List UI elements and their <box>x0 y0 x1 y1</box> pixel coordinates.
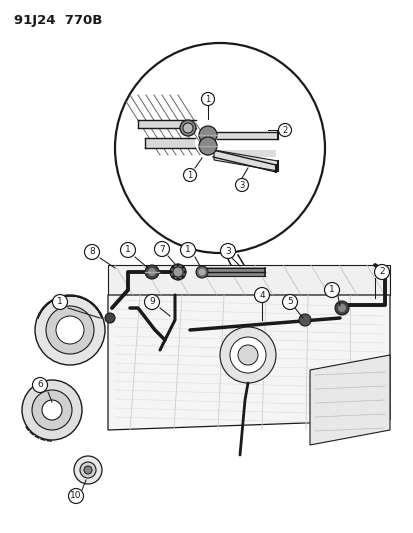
Circle shape <box>237 345 257 365</box>
Circle shape <box>201 93 214 106</box>
Text: 1: 1 <box>328 286 334 295</box>
Polygon shape <box>214 150 277 171</box>
Circle shape <box>35 295 105 365</box>
Circle shape <box>154 241 169 256</box>
Circle shape <box>181 265 184 269</box>
Circle shape <box>176 278 179 280</box>
Text: 3: 3 <box>225 246 230 255</box>
Circle shape <box>374 264 389 279</box>
Text: 1: 1 <box>125 246 131 254</box>
Circle shape <box>298 314 310 326</box>
Bar <box>145 138 195 148</box>
Circle shape <box>84 466 92 474</box>
Circle shape <box>254 287 269 303</box>
Bar <box>138 120 195 128</box>
Circle shape <box>115 43 324 253</box>
Polygon shape <box>108 265 389 295</box>
Circle shape <box>183 123 192 133</box>
Circle shape <box>183 271 186 273</box>
Circle shape <box>169 271 172 273</box>
Circle shape <box>220 244 235 259</box>
Text: 1: 1 <box>185 246 190 254</box>
Circle shape <box>52 295 67 310</box>
Circle shape <box>278 124 291 136</box>
Circle shape <box>145 265 159 279</box>
Circle shape <box>42 400 62 420</box>
Circle shape <box>198 269 205 276</box>
Text: 3: 3 <box>239 181 244 190</box>
Polygon shape <box>108 295 389 430</box>
Circle shape <box>80 462 96 478</box>
Text: 5: 5 <box>287 297 292 306</box>
Circle shape <box>337 304 345 312</box>
Circle shape <box>32 390 72 430</box>
Circle shape <box>181 276 184 278</box>
Circle shape <box>334 301 348 315</box>
Circle shape <box>180 243 195 257</box>
Circle shape <box>56 316 84 344</box>
Circle shape <box>230 337 266 373</box>
Text: 2: 2 <box>282 125 287 134</box>
Circle shape <box>170 264 185 280</box>
Circle shape <box>171 265 174 269</box>
Text: 8: 8 <box>89 247 95 256</box>
Circle shape <box>195 266 207 278</box>
Text: 6: 6 <box>37 381 43 390</box>
Circle shape <box>84 245 99 260</box>
Circle shape <box>199 137 216 155</box>
Bar <box>216 132 277 139</box>
Text: 91J24  770B: 91J24 770B <box>14 14 102 27</box>
Circle shape <box>173 267 183 277</box>
Text: 7: 7 <box>159 245 164 254</box>
Circle shape <box>120 243 135 257</box>
Circle shape <box>144 295 159 310</box>
Circle shape <box>74 456 102 484</box>
Circle shape <box>176 263 179 266</box>
Text: 1: 1 <box>57 297 63 306</box>
Text: 1: 1 <box>187 171 192 180</box>
Bar <box>212 150 275 157</box>
Circle shape <box>324 282 339 297</box>
Circle shape <box>171 276 174 278</box>
Circle shape <box>22 380 82 440</box>
Circle shape <box>219 327 275 383</box>
Circle shape <box>180 120 195 136</box>
Circle shape <box>183 168 196 182</box>
Polygon shape <box>309 355 389 445</box>
Circle shape <box>282 295 297 310</box>
Circle shape <box>105 313 115 323</box>
Circle shape <box>235 179 248 191</box>
Text: 4: 4 <box>259 290 264 300</box>
Text: 9: 9 <box>149 297 154 306</box>
Circle shape <box>46 306 94 354</box>
Circle shape <box>147 268 156 276</box>
Circle shape <box>33 377 47 392</box>
Text: 10: 10 <box>70 491 81 500</box>
Circle shape <box>68 489 83 504</box>
Circle shape <box>199 126 216 144</box>
Text: 2: 2 <box>378 268 384 277</box>
Text: 1: 1 <box>205 94 210 103</box>
